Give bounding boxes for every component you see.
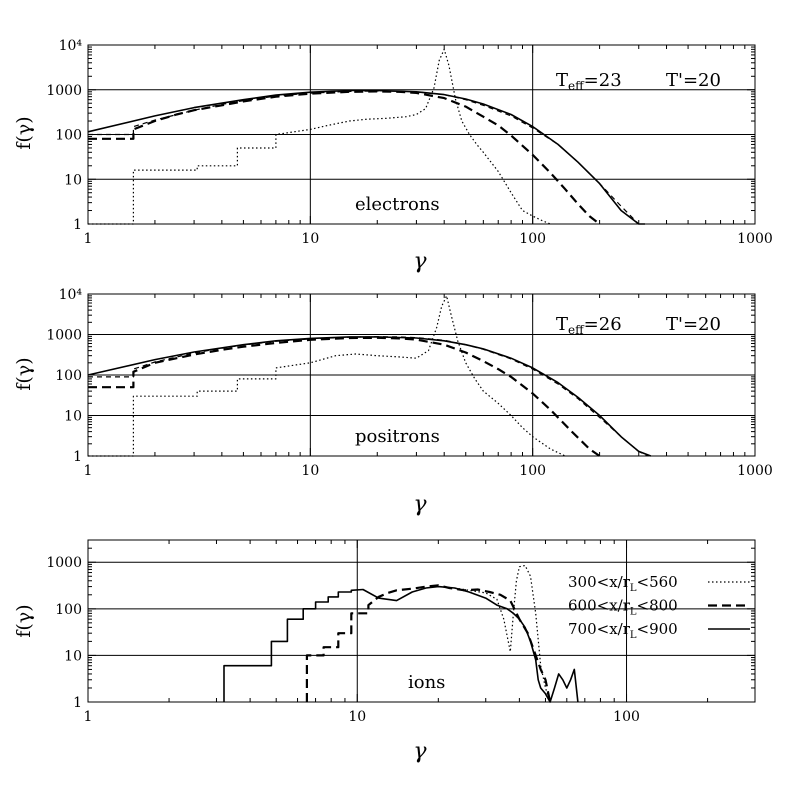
y-tick-label: 100 — [55, 602, 82, 618]
panel-label: ions — [408, 672, 445, 693]
series-long-dash — [88, 336, 601, 457]
x-axis-label: γ — [413, 249, 427, 274]
y-tick-label: 1 — [73, 449, 82, 465]
tstar-annotation: T'=20 — [666, 70, 721, 91]
x-tick-label: 100 — [613, 709, 640, 725]
x-axis-label: γ — [413, 739, 427, 764]
x-tick-label: 1000 — [737, 463, 773, 479]
y-tick-label: 1 — [73, 217, 82, 233]
legend-entry: 700<x/rL<900 — [568, 620, 678, 641]
y-tick-label: 10⁴ — [59, 287, 83, 303]
series-dotted — [454, 564, 551, 703]
y-tick-label: 1000 — [46, 83, 82, 99]
y-tick-label: 10⁴ — [59, 38, 83, 54]
teff-annotation: Teff=23 — [556, 70, 622, 93]
series-short-dash — [88, 90, 640, 225]
y-tick-label: 100 — [55, 128, 82, 144]
panel-label: electrons — [355, 194, 440, 215]
y-axis-label: f(γ) — [13, 604, 35, 637]
tstar-annotation: T'=20 — [666, 314, 721, 335]
y-tick-label: 1000 — [46, 555, 82, 571]
y-tick-label: 100 — [55, 368, 82, 384]
x-tick-label: 1000 — [737, 231, 773, 247]
x-tick-label: 100 — [519, 463, 546, 479]
series-solid — [223, 585, 579, 703]
panel-ions: 1 10 100 1 10 100 1000 f(γ) γ ions 300<x/rL<560 600… — [13, 539, 756, 764]
panel-electrons: 1 10 100 1000 1 10 100 1000 10⁴ f(γ) γ electrons Tef… — [13, 38, 773, 274]
x-tick-label: 100 — [519, 231, 546, 247]
series-short-dash — [88, 336, 649, 457]
y-tick-label: 10 — [64, 172, 82, 188]
y-tick-label: 10 — [64, 409, 82, 425]
series-solid — [87, 89, 645, 225]
x-tick-label: 10 — [301, 463, 319, 479]
series-dotted — [88, 295, 566, 457]
panel-positrons: 1 10 100 1000 1 10 100 1000 10⁴ f(γ) γ positrons Tef… — [13, 287, 773, 517]
series-solid — [87, 336, 652, 457]
y-tick-label: 1 — [73, 695, 82, 711]
y-axis-label: f(γ) — [13, 116, 35, 149]
panel-label: positrons — [355, 426, 440, 447]
x-axis-label: γ — [413, 492, 427, 517]
y-tick-label: 1000 — [46, 328, 82, 344]
plot-frame — [87, 539, 756, 703]
x-tick-label: 10 — [348, 709, 366, 725]
y-axis-label: f(γ) — [13, 357, 35, 390]
legend-entry: 300<x/rL<560 — [568, 573, 678, 594]
x-tick-label: 1 — [84, 231, 93, 247]
plot-frame — [87, 44, 756, 225]
legend-entry: 600<x/rL<800 — [568, 597, 678, 618]
teff-annotation: Teff=26 — [556, 314, 622, 337]
x-tick-label: 10 — [301, 231, 319, 247]
x-tick-label: 1 — [84, 463, 93, 479]
plot-frame — [87, 293, 756, 457]
series-long-dash — [88, 90, 601, 225]
x-tick-label: 1 — [84, 709, 93, 725]
series-dotted — [88, 48, 551, 225]
y-tick-label: 10 — [64, 648, 82, 664]
